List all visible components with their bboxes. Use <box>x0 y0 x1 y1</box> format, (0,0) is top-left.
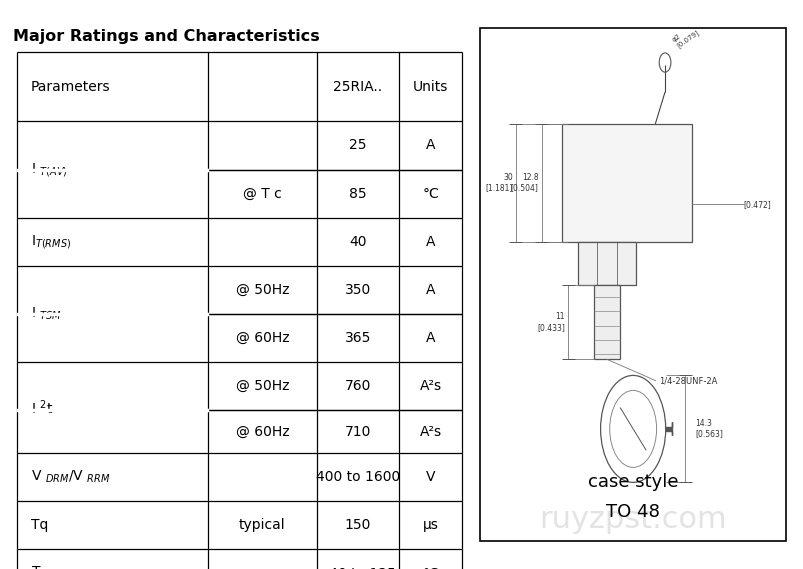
Text: 25RIA..: 25RIA.. <box>332 80 382 94</box>
Text: T $_{J}$: T $_{J}$ <box>31 565 48 569</box>
Text: 400 to 1600: 400 to 1600 <box>316 470 399 484</box>
Text: 760: 760 <box>344 379 370 393</box>
Text: I$_{T(RMS)}$: I$_{T(RMS)}$ <box>31 233 71 251</box>
Text: V $_{DRM}$/V $_{RRM}$: V $_{DRM}$/V $_{RRM}$ <box>31 469 110 485</box>
Text: A²s: A²s <box>419 424 441 439</box>
Bar <box>560 124 691 242</box>
Text: 11
[0.433]: 11 [0.433] <box>536 312 564 332</box>
Text: A: A <box>426 234 434 249</box>
Text: 12.8
[0.504]: 12.8 [0.504] <box>510 173 538 192</box>
Text: A: A <box>426 331 434 345</box>
Text: 150: 150 <box>344 518 370 532</box>
Text: I $^{2}$t: I $^{2}$t <box>31 398 53 417</box>
Text: 25: 25 <box>349 138 366 152</box>
Text: Tq: Tq <box>31 518 48 532</box>
Text: Parameters: Parameters <box>31 80 110 94</box>
Text: @ 60Hz: @ 60Hz <box>235 331 289 345</box>
Text: @ 50Hz: @ 50Hz <box>235 379 289 393</box>
Text: A²s: A²s <box>419 379 441 393</box>
Text: μs: μs <box>422 518 438 532</box>
Text: 30
[1.181]: 30 [1.181] <box>485 173 512 192</box>
Text: range: range <box>242 567 283 569</box>
Text: 1/4-28UNF-2A: 1/4-28UNF-2A <box>658 376 717 385</box>
Text: @ 50Hz: @ 50Hz <box>235 283 289 297</box>
Text: I $_{TSM}$: I $_{TSM}$ <box>31 306 62 322</box>
Text: 14.3
[0.563]: 14.3 [0.563] <box>694 419 722 439</box>
Text: typical: typical <box>238 518 285 532</box>
Text: A: A <box>426 283 434 297</box>
Text: @ 60Hz: @ 60Hz <box>235 424 289 439</box>
FancyArrow shape <box>665 423 671 435</box>
Text: TO 48: TO 48 <box>605 503 659 521</box>
Text: 365: 365 <box>344 331 370 345</box>
Bar <box>577 242 636 284</box>
Text: °C: °C <box>422 187 438 201</box>
Text: Major Ratings and Characteristics: Major Ratings and Characteristics <box>13 29 319 44</box>
Text: φ2
[0.079]: φ2 [0.079] <box>671 23 699 49</box>
Text: V: V <box>426 470 434 484</box>
Text: 710: 710 <box>344 424 370 439</box>
Bar <box>593 284 619 360</box>
Text: 350: 350 <box>344 283 370 297</box>
Text: [0.472]: [0.472] <box>743 200 771 209</box>
Text: A: A <box>426 138 434 152</box>
Text: @ T c: @ T c <box>243 187 281 201</box>
Text: case style: case style <box>587 473 678 492</box>
Text: I $_{T(AV)}$: I $_{T(AV)}$ <box>31 160 67 179</box>
Text: - 40 to 125: - 40 to 125 <box>320 567 395 569</box>
Text: °C: °C <box>422 567 438 569</box>
Text: 85: 85 <box>349 187 366 201</box>
Text: 40: 40 <box>349 234 366 249</box>
Text: Units: Units <box>412 80 447 94</box>
Text: ruyzpst.com: ruyzpst.com <box>539 505 726 534</box>
